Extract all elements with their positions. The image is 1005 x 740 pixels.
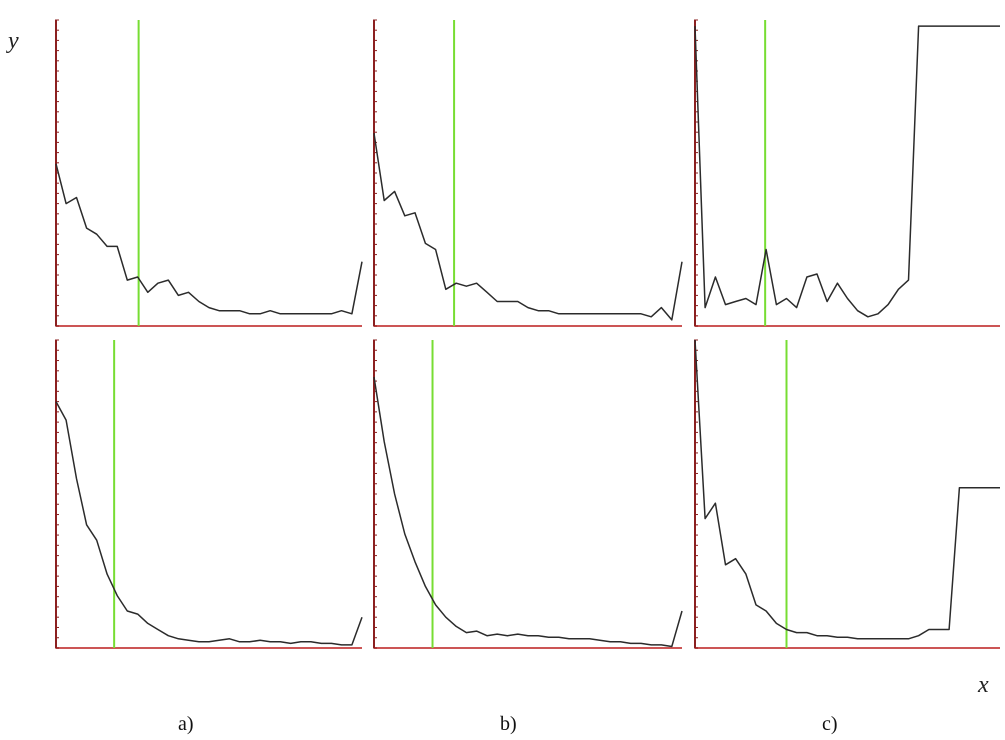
panel-b-row-1	[373, 19, 683, 327]
data-curve	[55, 401, 363, 646]
panel-b-row-2	[373, 339, 683, 649]
column-label-b: b)	[500, 713, 517, 735]
y-axis-letter: y	[6, 28, 19, 54]
data-curve	[55, 163, 363, 315]
chart-panels	[55, 19, 1000, 649]
data-curve	[694, 25, 1000, 318]
panel-a-row-2	[55, 339, 363, 649]
data-curve	[694, 339, 1000, 640]
column-label-c: c)	[822, 713, 838, 735]
data-curve	[373, 133, 683, 321]
data-curve	[373, 376, 683, 648]
panel-c-row-1	[694, 19, 1000, 327]
panel-c-row-2	[694, 339, 1000, 649]
x-axis-letter: x	[977, 672, 989, 698]
column-label-a: a)	[178, 713, 194, 735]
panel-a-row-1	[55, 19, 363, 327]
